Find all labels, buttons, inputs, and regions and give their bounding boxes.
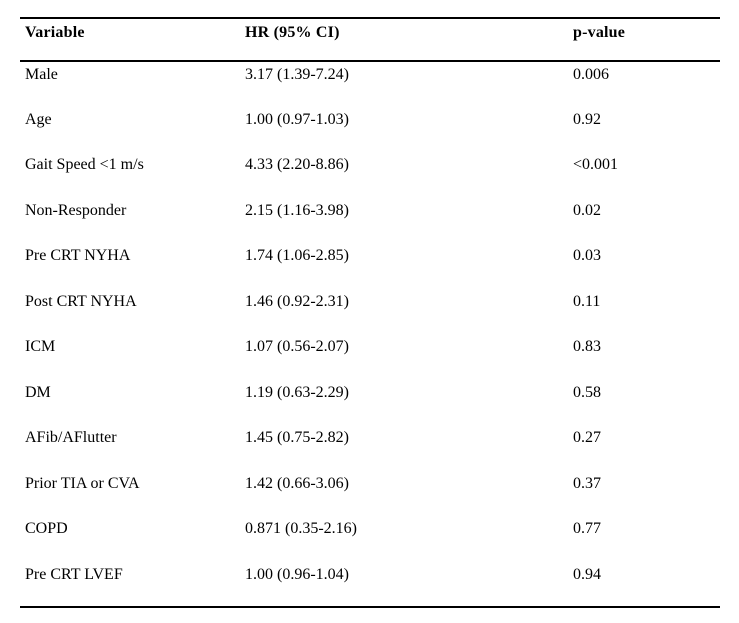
cell-p-value: 0.03 bbox=[573, 247, 601, 264]
column-header-variable: Variable bbox=[20, 18, 240, 62]
cell-p-value: 0.92 bbox=[573, 110, 601, 128]
cell-variable: Male bbox=[25, 66, 58, 83]
table-row: Non-Responder 2.15 (1.16-3.98) 0.02 bbox=[20, 198, 720, 244]
cell-p-value: <0.001 bbox=[573, 156, 619, 173]
cell-hr-ci: 1.45 (0.75-2.82) bbox=[245, 429, 349, 446]
cell-variable: Prior TIA or CVA bbox=[25, 474, 140, 492]
column-header-p-value: p-value bbox=[568, 18, 720, 62]
hazard-ratio-table: Variable HR (95% CI) p-value Male 3.17 (… bbox=[20, 17, 720, 608]
table-row: Post CRT NYHA 1.46 (0.92-2.31) 0.11 bbox=[20, 289, 720, 335]
cell-variable: Pre CRT LVEF bbox=[25, 565, 123, 583]
table-row: Gait Speed <1 m/s 4.33 (2.20-8.86) <0.00… bbox=[20, 152, 720, 198]
cell-p-value: 0.11 bbox=[573, 292, 601, 310]
cell-variable: Pre CRT NYHA bbox=[25, 247, 131, 264]
cell-p-value: 0.77 bbox=[573, 520, 601, 537]
cell-hr-ci: 0.871 (0.35-2.16) bbox=[245, 520, 357, 537]
cell-hr-ci: 1.46 (0.92-2.31) bbox=[245, 292, 349, 310]
cell-variable: Gait Speed <1 m/s bbox=[25, 156, 144, 173]
cell-hr-ci: 1.00 (0.97-1.03) bbox=[245, 110, 349, 128]
cell-variable: AFib/AFlutter bbox=[25, 429, 117, 446]
cell-variable: ICM bbox=[25, 338, 56, 355]
cell-variable: Non-Responder bbox=[25, 201, 127, 219]
cell-p-value: 0.58 bbox=[573, 383, 601, 401]
cell-hr-ci: 1.07 (0.56-2.07) bbox=[245, 338, 349, 355]
table-row: Pre CRT LVEF 1.00 (0.96-1.04) 0.94 bbox=[20, 562, 720, 608]
table-row: Pre CRT NYHA 1.74 (1.06-2.85) 0.03 bbox=[20, 243, 720, 289]
table-row: AFib/AFlutter 1.45 (0.75-2.82) 0.27 bbox=[20, 425, 720, 471]
cell-hr-ci: 1.42 (0.66-3.06) bbox=[245, 474, 349, 492]
table-row: DM 1.19 (0.63-2.29) 0.58 bbox=[20, 380, 720, 426]
cell-p-value: 0.02 bbox=[573, 201, 601, 219]
table-row: ICM 1.07 (0.56-2.07) 0.83 bbox=[20, 334, 720, 380]
table-row: Prior TIA or CVA 1.42 (0.66-3.06) 0.37 bbox=[20, 471, 720, 517]
cell-variable: DM bbox=[25, 383, 51, 401]
table-header-row: Variable HR (95% CI) p-value bbox=[20, 18, 720, 62]
column-header-hr-ci: HR (95% CI) bbox=[240, 18, 568, 62]
cell-hr-ci: 1.74 (1.06-2.85) bbox=[245, 247, 349, 264]
cell-hr-ci: 1.00 (0.96-1.04) bbox=[245, 565, 349, 583]
cell-variable: Age bbox=[25, 110, 52, 128]
cell-variable: COPD bbox=[25, 520, 68, 537]
table-row: Age 1.00 (0.97-1.03) 0.92 bbox=[20, 107, 720, 153]
cell-hr-ci: 2.15 (1.16-3.98) bbox=[245, 201, 349, 219]
cell-hr-ci: 1.19 (0.63-2.29) bbox=[245, 383, 349, 401]
cell-variable: Post CRT NYHA bbox=[25, 292, 137, 310]
cell-p-value: 0.94 bbox=[573, 565, 601, 583]
cell-hr-ci: 3.17 (1.39-7.24) bbox=[245, 66, 349, 83]
cell-p-value: 0.006 bbox=[573, 66, 609, 83]
table-row: Male 3.17 (1.39-7.24) 0.006 bbox=[20, 61, 720, 107]
table-row: COPD 0.871 (0.35-2.16) 0.77 bbox=[20, 516, 720, 562]
cell-p-value: 0.83 bbox=[573, 338, 601, 355]
cell-p-value: 0.37 bbox=[573, 474, 601, 492]
cell-p-value: 0.27 bbox=[573, 429, 601, 446]
cell-hr-ci: 4.33 (2.20-8.86) bbox=[245, 156, 349, 173]
